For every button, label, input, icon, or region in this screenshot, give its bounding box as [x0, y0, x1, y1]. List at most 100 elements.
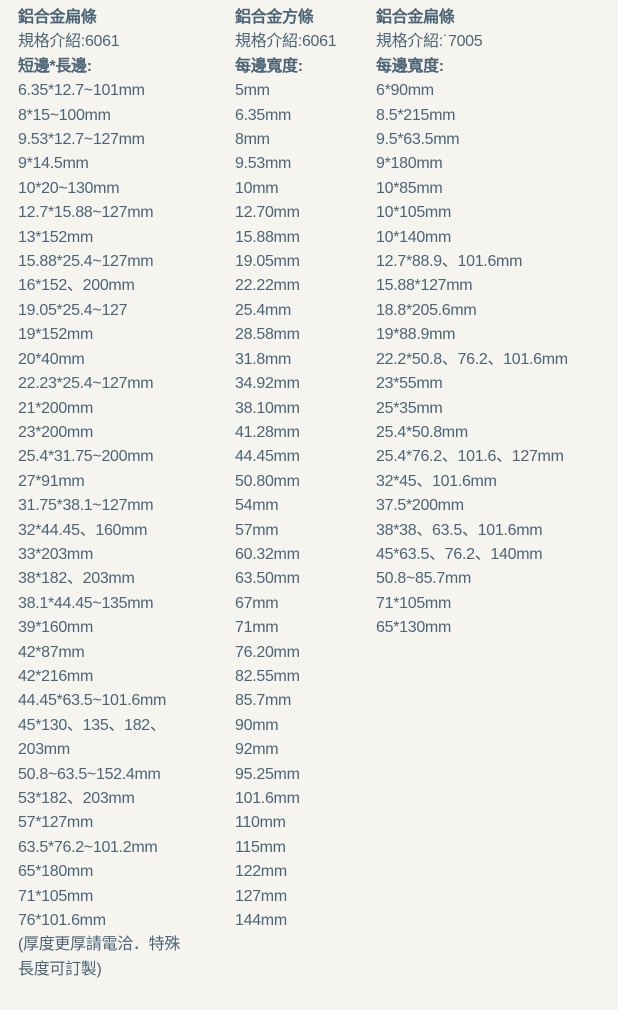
size-item: 9*180mm	[376, 155, 443, 173]
size-item: 6.35*12.7~101mm	[18, 82, 145, 100]
size-item: 25.4*76.2、101.6、127mm	[376, 448, 564, 466]
size-item: 71*105mm	[376, 594, 451, 612]
size-item: 71*105mm	[18, 887, 93, 905]
size-item: 6.35mm	[235, 106, 291, 124]
column-square-bar-6061: 鋁合金方條 規格介紹:6061 每邊寬度: 5mm 6.35mm 8mm 9.53mm…	[235, 6, 375, 933]
size-item: 41.28mm	[235, 423, 300, 441]
size-item: 6*90mm	[376, 82, 434, 100]
size-item: 23*200mm	[18, 423, 93, 441]
size-item: 63.50mm	[235, 570, 300, 588]
size-item: 12.70mm	[235, 204, 300, 222]
size-item: 9.53mm	[235, 155, 291, 173]
size-item: 50.8~85.7mm	[376, 570, 471, 588]
size-item: 57*127mm	[18, 814, 93, 832]
size-item: 31.75*38.1~127mm	[18, 497, 154, 515]
size-item: 95.25mm	[235, 765, 300, 783]
size-item: 16*152、200mm	[18, 277, 135, 295]
size-item: 65*180mm	[18, 863, 93, 881]
size-item: 50.8~63.5~152.4mm	[18, 765, 161, 783]
size-item: 76*101.6mm	[18, 912, 106, 930]
size-item: 144mm	[235, 912, 287, 930]
size-item: 44.45mm	[235, 448, 300, 466]
size-list: 6*90mm 8.5*215mm 9.5*63.5mm 9*180mm 10*85mm 1…	[376, 79, 616, 640]
size-item: 50.80mm	[235, 472, 300, 490]
size-item: 42*87mm	[18, 643, 85, 661]
size-item: 25.4*31.75~200mm	[18, 448, 154, 466]
size-item: (厚度更厚請電洽．特殊 長度可訂製)	[18, 936, 181, 978]
column-flat-bar-7005: 鋁合金扁條 規格介紹:˙7005 每邊寬度: 6*90mm 8.5*215mm 9.…	[376, 6, 616, 641]
size-list: 5mm 6.35mm 8mm 9.53mm 10mm 12.70mm 15.88mm 19.0…	[235, 79, 375, 933]
size-item: 22.2*50.8、76.2、101.6mm	[376, 350, 568, 368]
size-item: 25*35mm	[376, 399, 443, 417]
size-item: 8.5*215mm	[376, 106, 456, 124]
size-item: 82.55mm	[235, 667, 300, 685]
spec-label: 規格介紹:6061	[235, 33, 337, 51]
size-item: 10mm	[235, 179, 279, 197]
size-item: 122mm	[235, 863, 287, 881]
size-item: 38.1*44.45~135mm	[18, 594, 154, 612]
size-item: 31.8mm	[235, 350, 291, 368]
size-item: 21*200mm	[18, 399, 93, 417]
size-item: 90mm	[235, 716, 279, 734]
size-item: 127mm	[235, 887, 287, 905]
size-item: 19.05*25.4~127	[18, 301, 128, 319]
size-item: 19.05mm	[235, 253, 300, 271]
size-item: 8*15~100mm	[18, 106, 111, 124]
size-item: 33*203mm	[18, 545, 93, 563]
column-title: 鋁合金方條	[235, 9, 314, 26]
size-item: 32*45、101.6mm	[376, 472, 497, 490]
size-item: 27*91mm	[18, 472, 85, 490]
size-item: 12.7*15.88~127mm	[18, 204, 154, 222]
size-item: 45*63.5、76.2、140mm	[376, 545, 543, 563]
size-item: 25.4*50.8mm	[376, 423, 468, 441]
column-title: 鋁合金扁條	[18, 9, 97, 26]
size-item: 20*40mm	[18, 350, 85, 368]
size-item: 38.10mm	[235, 399, 300, 417]
size-item: 15.88mm	[235, 228, 300, 246]
size-item: 15.88*25.4~127mm	[18, 253, 154, 271]
dimension-heading: 每邊寬度:	[235, 57, 303, 75]
size-item: 32*44.45、160mm	[18, 521, 148, 539]
size-item: 38*38、63.5、101.6mm	[376, 521, 543, 539]
size-item: 8mm	[235, 131, 270, 149]
size-item: 65*130mm	[376, 619, 451, 637]
dimension-heading: 每邊寬度:	[376, 57, 444, 75]
size-item: 13*152mm	[18, 228, 93, 246]
size-item: 45*130、135、182、 203mm	[18, 716, 166, 759]
size-item: 38*182、203mm	[18, 570, 135, 588]
size-item: 34.92mm	[235, 375, 300, 393]
size-item: 9.53*12.7~127mm	[18, 131, 145, 149]
size-item: 44.45*63.5~101.6mm	[18, 692, 167, 710]
column-flat-bar-6061: 鋁合金扁條 規格介紹:6061 短邊*長邊: 6.35*12.7~101mm 8*…	[18, 6, 233, 982]
column-title: 鋁合金扁條	[376, 9, 455, 26]
size-item: 9.5*63.5mm	[376, 131, 460, 149]
size-item: 22.22mm	[235, 277, 300, 295]
size-item: 23*55mm	[376, 375, 443, 393]
size-item: 10*105mm	[376, 204, 451, 222]
size-item: 60.32mm	[235, 545, 300, 563]
size-item: 28.58mm	[235, 326, 300, 344]
size-item: 5mm	[235, 82, 270, 100]
size-item: 53*182、203mm	[18, 790, 135, 807]
size-item: 67mm	[235, 594, 279, 612]
size-item: 54mm	[235, 497, 279, 515]
dimension-heading: 短邊*長邊:	[18, 57, 92, 75]
size-item: 63.5*76.2~101.2mm	[18, 838, 158, 856]
size-item: 19*152mm	[18, 326, 93, 344]
size-item: 22.23*25.4~127mm	[18, 375, 154, 393]
size-item: 71mm	[235, 619, 279, 637]
size-list: 6.35*12.7~101mm 8*15~100mm 9.53*12.7~127mm…	[18, 79, 233, 982]
size-item: 92mm	[235, 741, 279, 759]
size-item: 12.7*88.9、101.6mm	[376, 253, 523, 271]
size-item: 57mm	[235, 521, 279, 539]
size-item: 25.4mm	[235, 301, 291, 319]
size-item: 10*20~130mm	[18, 179, 120, 197]
size-item: 10*85mm	[376, 179, 443, 197]
size-item: 18.8*205.6mm	[376, 301, 477, 319]
size-item: 110mm	[235, 814, 286, 832]
size-item: 19*88.9mm	[376, 326, 456, 344]
size-item: 10*140mm	[376, 228, 451, 246]
spec-label: 規格介紹:˙7005	[376, 33, 483, 51]
size-item: 76.20mm	[235, 643, 300, 661]
size-item: 9*14.5mm	[18, 155, 89, 173]
